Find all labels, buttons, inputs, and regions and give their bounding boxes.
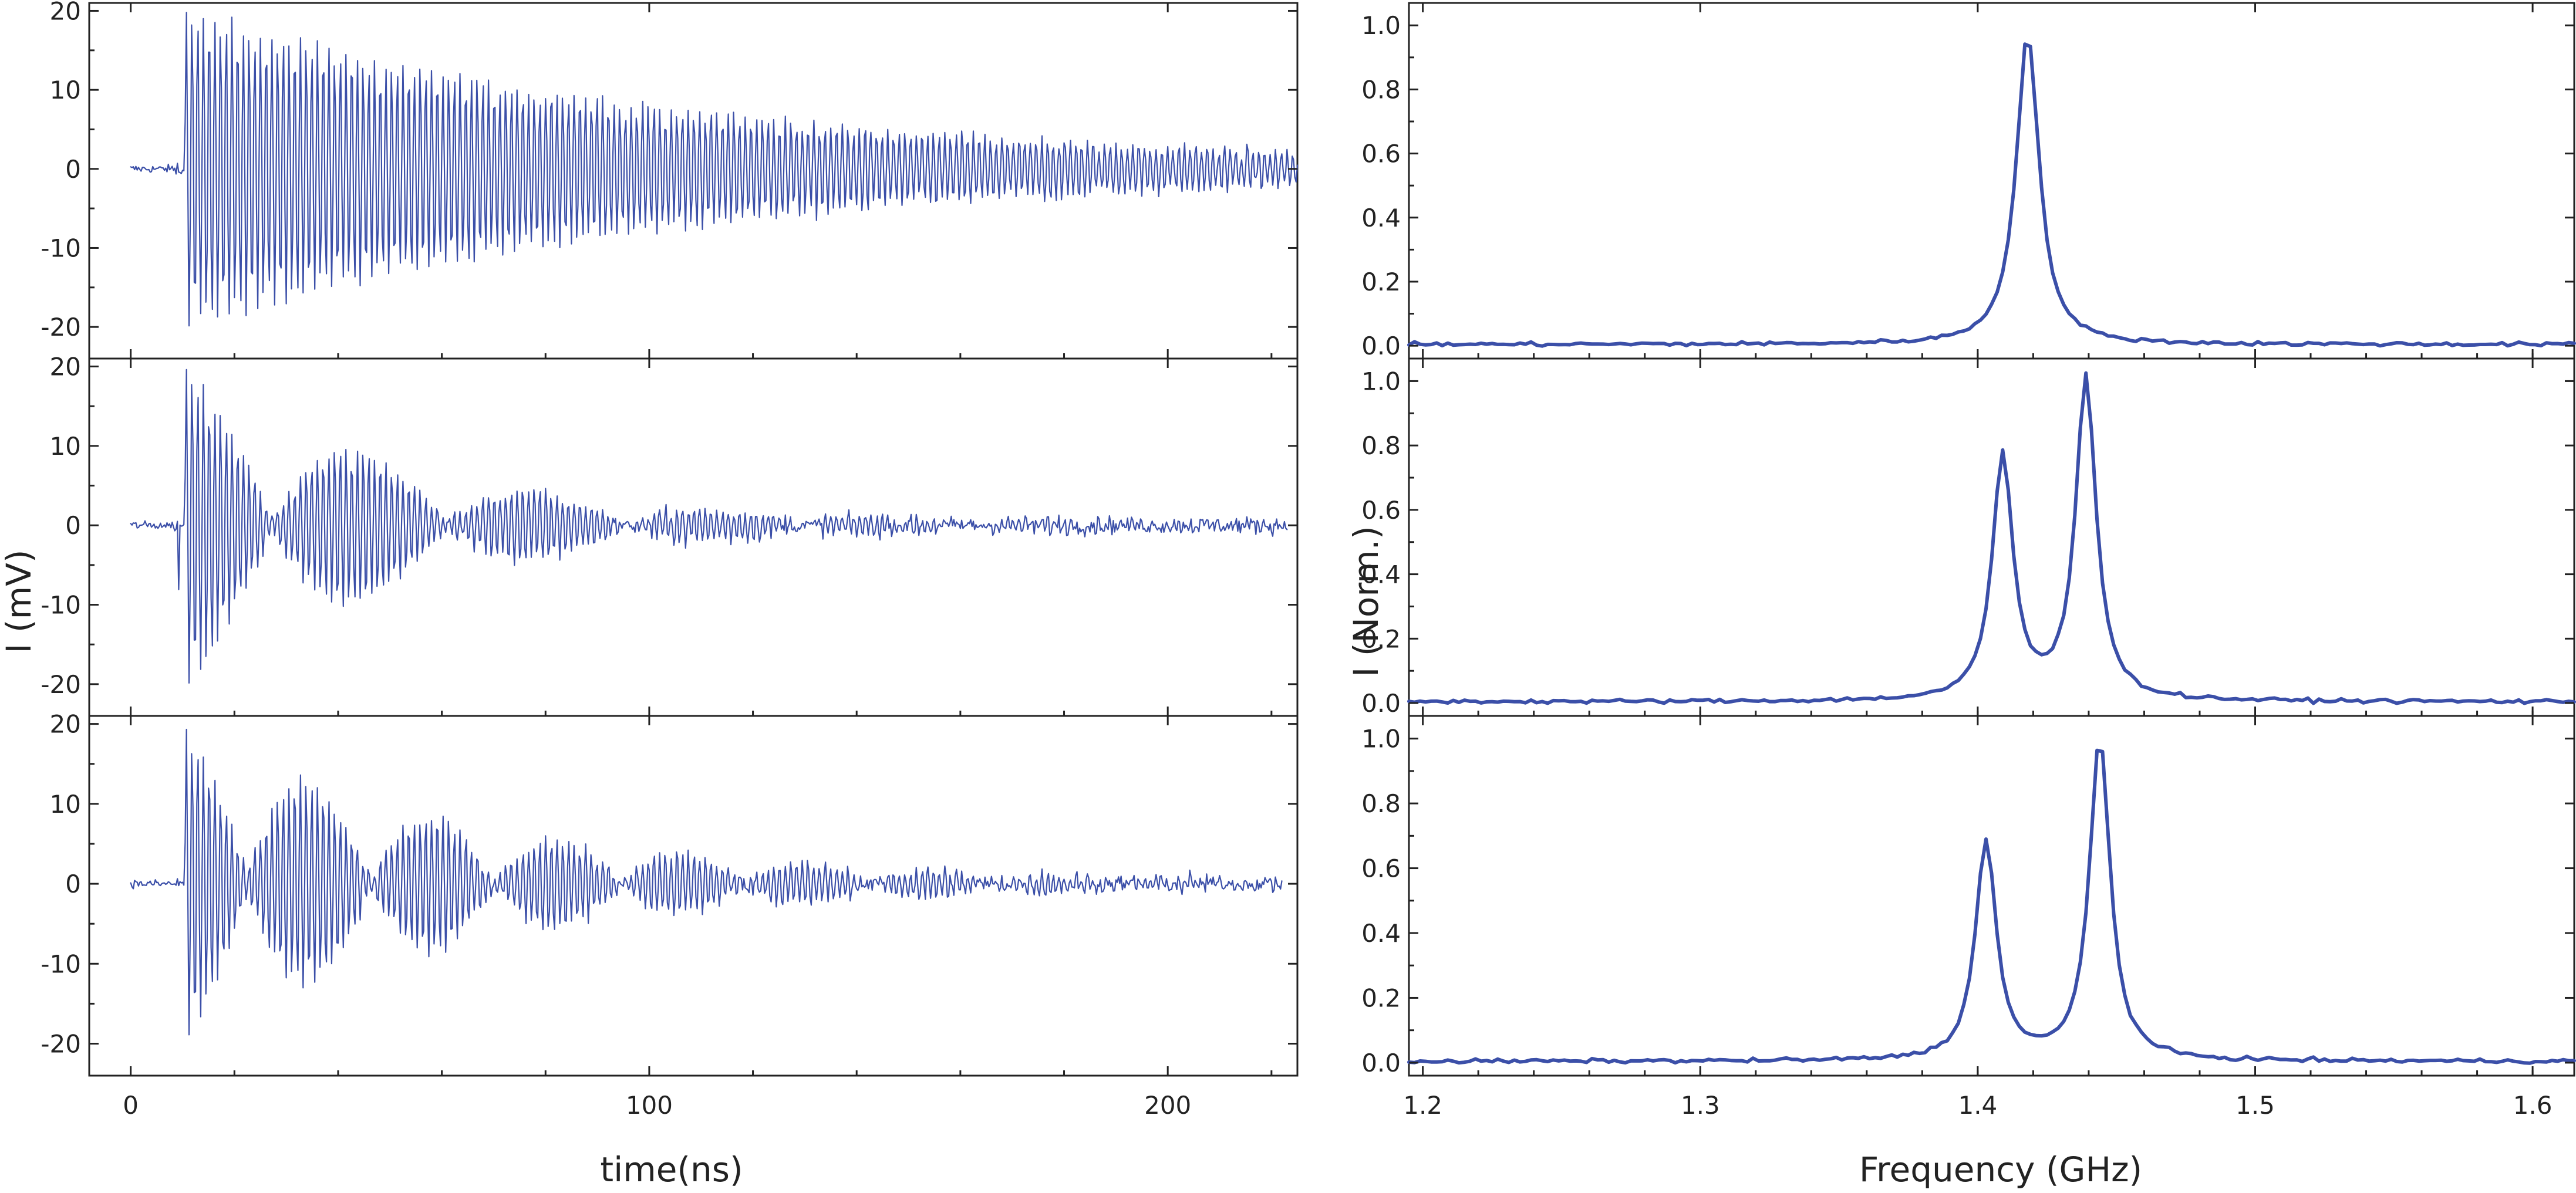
time-trace-3 — [130, 728, 1283, 1036]
spectrum-trace-1 — [1407, 42, 2576, 348]
spectrum-trace-3 — [1407, 748, 2576, 1065]
time-y-tick-label: -20 — [41, 313, 81, 342]
time-y-tick-label: 10 — [50, 76, 81, 104]
time-y-tick-label: -10 — [41, 591, 81, 620]
freq-y-tick-label: 0.8 — [1361, 789, 1401, 818]
freq-y-tick-label: 0.8 — [1361, 431, 1401, 460]
time-y-tick-label: 0 — [65, 155, 81, 184]
time-panel-frame-2 — [88, 357, 1299, 717]
time-x-tick-label: 200 — [1144, 1091, 1191, 1120]
current-axis-label: I (mV) — [0, 550, 39, 654]
time-y-tick-label: 0 — [65, 511, 81, 540]
time-panel-frame-3 — [88, 715, 1299, 1077]
time-y-tick-label: -10 — [41, 949, 81, 978]
time-axis-label: time(ns) — [600, 1150, 743, 1189]
freq-y-tick-label: 0.8 — [1361, 75, 1401, 104]
spectrum-trace-2 — [1407, 371, 2576, 705]
time-trace-2 — [130, 369, 1288, 684]
time-y-tick-label: 0 — [65, 870, 81, 898]
frequency-domain-ticks: 1.0 0.8 0.6 0.4 0.2 0.0 1.0 0.8 0.6 0.4 0.2 0.0 1.0 0… — [1361, 3, 2574, 1120]
freq-x-tick-label: 1.2 — [1403, 1091, 1442, 1120]
frequency-domain-panel-frames — [1408, 2, 2575, 1077]
freq-y-tick-label: 0.2 — [1361, 984, 1401, 1012]
freq-y-tick-label: 1.0 — [1361, 367, 1401, 396]
freq-y-tick-label: 0.6 — [1361, 140, 1401, 168]
time-y-tick-label: -20 — [41, 670, 81, 699]
time-y-tick-label: 10 — [50, 432, 81, 461]
frequency-panel-frame-3 — [1408, 715, 2575, 1077]
normalized-intensity-axis-label: I (Norm.) — [1346, 526, 1386, 677]
time-y-tick-label: 20 — [50, 0, 81, 25]
frequency-domain-chart: 1.0 0.8 0.6 0.4 0.2 0.0 1.0 0.8 0.6 0.4 0.2 0.0 1.0 0… — [1346, 2, 2576, 1189]
freq-x-tick-label: 1.4 — [1958, 1091, 1997, 1120]
time-y-tick-label: -20 — [41, 1030, 81, 1059]
frequency-domain-traces — [1407, 42, 2576, 1065]
frequency-panel-frame-2 — [1408, 357, 2575, 717]
time-y-tick-label: 20 — [50, 710, 81, 739]
time-trace-1 — [130, 12, 1299, 327]
time-x-tick-label: 0 — [123, 1091, 139, 1120]
freq-y-tick-label: 0.0 — [1361, 1049, 1401, 1077]
freq-x-tick-label: 1.6 — [2513, 1091, 2553, 1120]
frequency-axis-label: Frequency (GHz) — [1859, 1150, 2142, 1189]
freq-y-tick-label: 1.0 — [1361, 725, 1401, 753]
freq-y-tick-label: 0.6 — [1361, 854, 1401, 883]
time-domain-panel-frames — [88, 2, 1299, 1077]
freq-x-tick-label: 1.3 — [1681, 1091, 1720, 1120]
freq-y-tick-label: 0.4 — [1361, 919, 1401, 948]
freq-y-tick-label: 1.0 — [1361, 11, 1401, 40]
freq-y-tick-label: 0.4 — [1361, 204, 1401, 232]
time-y-tick-label: 20 — [50, 353, 81, 381]
freq-y-tick-label: 0.0 — [1361, 689, 1401, 718]
freq-y-tick-label: 0.2 — [1361, 624, 1401, 653]
freq-y-tick-label: 0.6 — [1361, 496, 1401, 525]
freq-x-tick-label: 1.5 — [2236, 1091, 2275, 1120]
freq-y-tick-label: 0.2 — [1361, 268, 1401, 296]
time-y-tick-label: -10 — [41, 234, 81, 262]
freq-y-tick-label: 0.0 — [1361, 332, 1401, 360]
time-domain-traces — [130, 12, 1299, 1036]
freq-y-tick-label: 0.4 — [1361, 560, 1401, 589]
time-y-tick-label: 10 — [50, 790, 81, 819]
time-x-tick-label: 100 — [626, 1091, 673, 1120]
